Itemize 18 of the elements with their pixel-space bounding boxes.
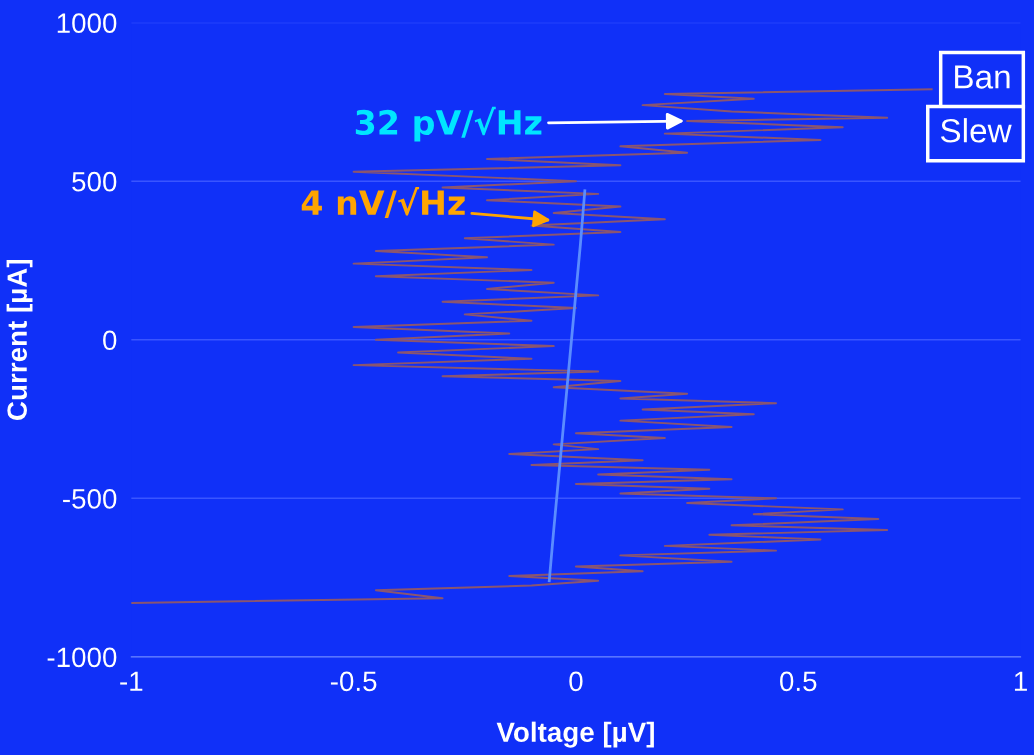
y-tick-label: -1000 — [47, 647, 117, 668]
y-axis-title: Current [µA] — [6, 260, 33, 420]
x-tick-label: -0.5 — [330, 671, 377, 692]
line-series — [547, 189, 587, 583]
x-tick-label: 0 — [569, 671, 583, 692]
y-tick-label: -500 — [63, 488, 117, 509]
annotation: Ban — [955, 65, 1010, 89]
y-tick-label: 0 — [103, 330, 117, 351]
annotation: 4 nV/√Hz — [301, 186, 465, 218]
x-axis-title: Voltage [µV] — [496, 721, 654, 748]
x-tick-label: 1 — [1014, 671, 1027, 691]
x-tick-label: -1 — [120, 671, 143, 691]
y-tick-label: 500 — [72, 171, 117, 192]
y-tick-label: 1000 — [57, 13, 117, 33]
annotation: Slew — [940, 118, 1012, 143]
annotation: 32 pV/√Hz — [355, 106, 542, 142]
x-tick-label: 0.5 — [780, 671, 817, 692]
line-series — [131, 88, 933, 604]
